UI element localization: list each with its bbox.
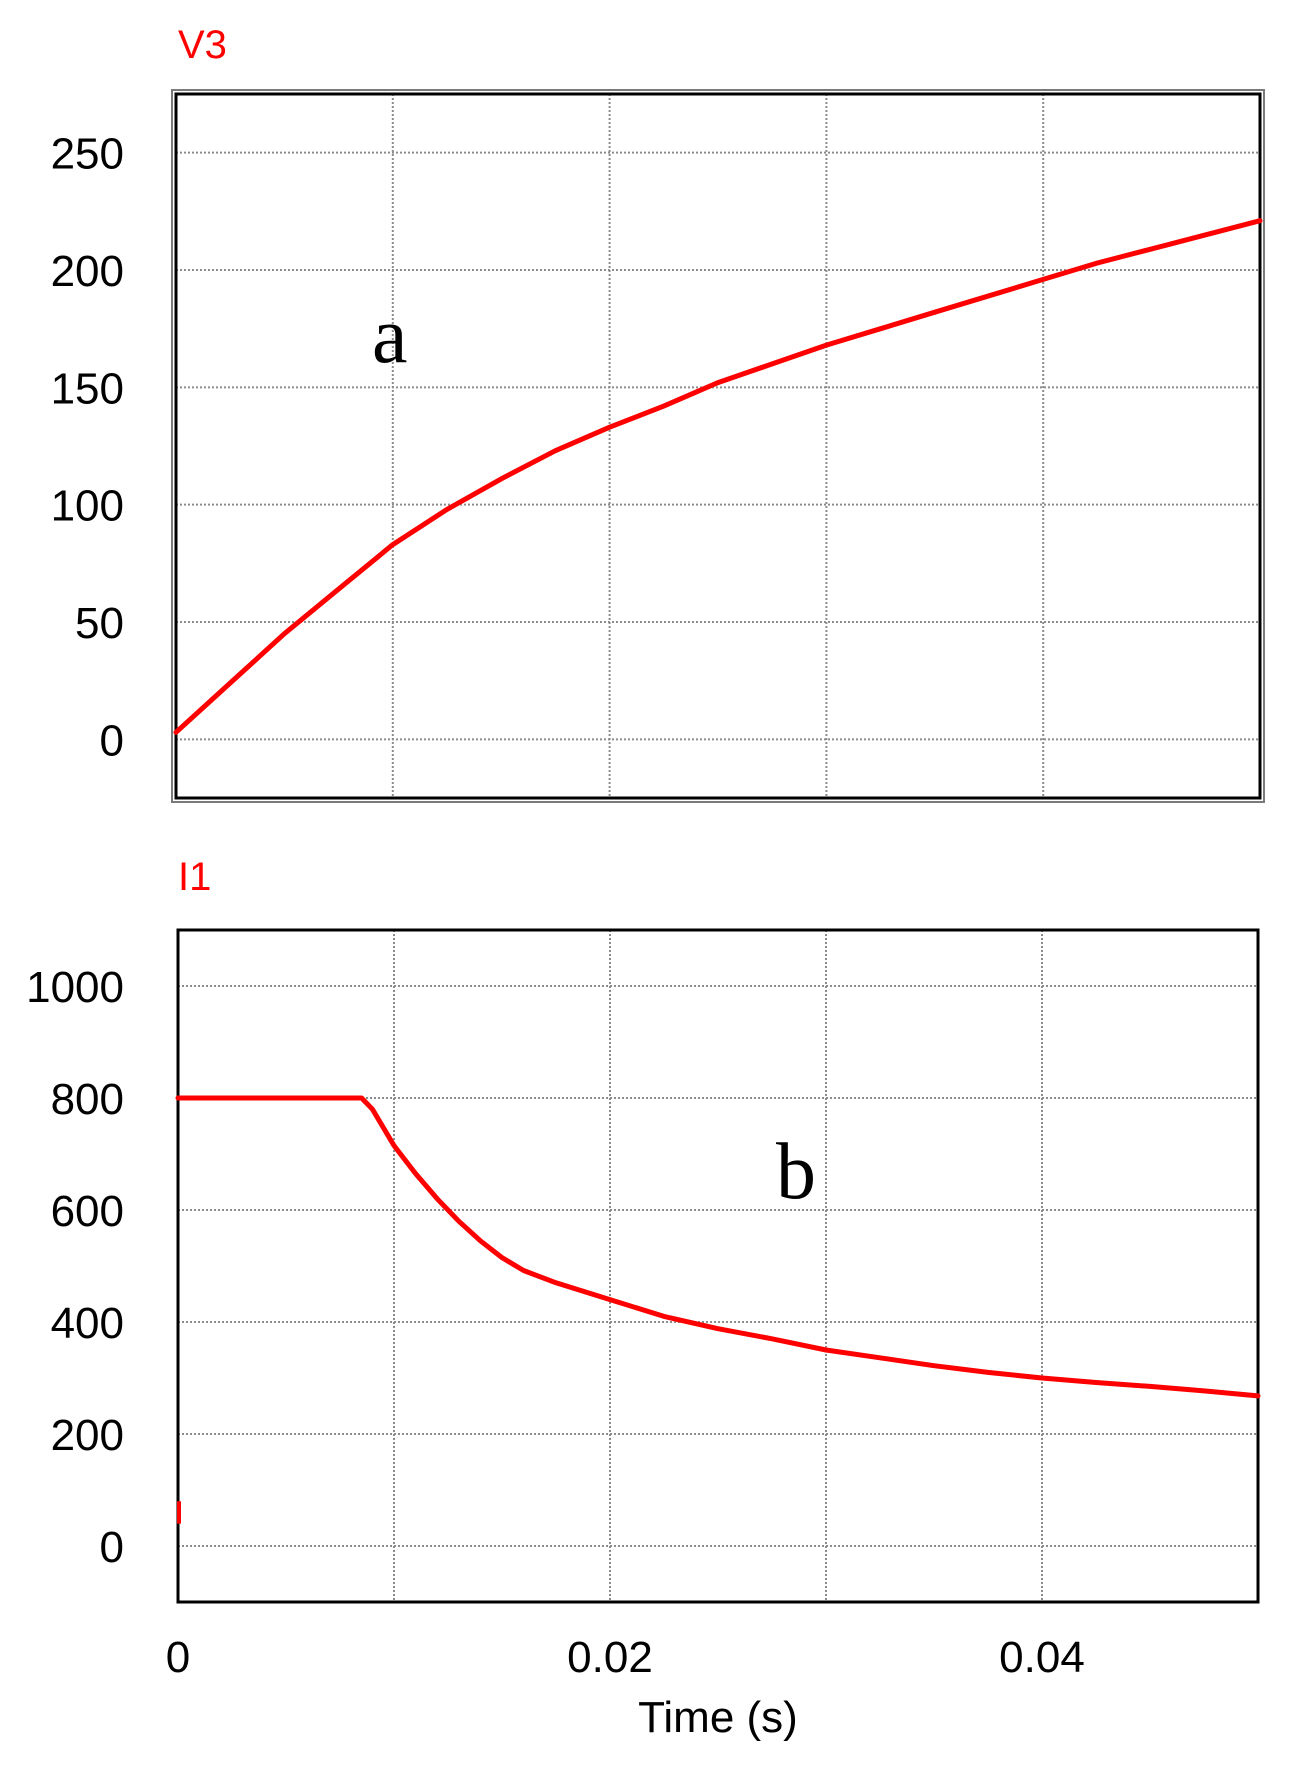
y-tick-label: 200 [51, 1411, 124, 1460]
y-tick-label: 150 [51, 364, 124, 413]
y-ticks-v3: 0 50 100 150 200 250 [51, 130, 124, 766]
trace-i1 [175, 1095, 1261, 1399]
grid-i1 [178, 930, 1258, 1602]
panel-label-b: b [776, 1128, 816, 1216]
y-tick-label: 600 [51, 1187, 124, 1236]
plot-frame-i1 [176, 928, 1260, 1604]
y-ticks-i1: 0 200 400 600 800 1000 [26, 963, 124, 1572]
plot-frame-outer-v3 [171, 89, 1265, 803]
x-tick-label: 0.02 [567, 1633, 653, 1682]
y-tick-label: 0 [100, 716, 124, 765]
y-tick-label: 50 [75, 599, 124, 648]
chart-panel-v3: V3 0 50 100 150 200 250 a [51, 23, 1265, 803]
x-tick-label: 0 [166, 1633, 190, 1682]
panel-label-a: a [372, 292, 408, 380]
y-tick-label: 0 [100, 1523, 124, 1572]
series-label-i1: I1 [178, 855, 211, 899]
y-tick-label: 1000 [26, 963, 124, 1012]
y-tick-label: 100 [51, 482, 124, 531]
grid-v3 [176, 94, 1260, 798]
y-tick-label: 200 [51, 247, 124, 296]
plot-frame-v3 [174, 92, 1262, 800]
y-tick-label: 250 [51, 130, 124, 179]
chart-panel-i1: I1 0 200 400 600 800 1000 b [26, 855, 1261, 1604]
x-axis-title: Time (s) [638, 1693, 798, 1742]
y-tick-label: 400 [51, 1299, 124, 1348]
x-ticks: 0 0.02 0.04 [166, 1633, 1085, 1682]
series-label-v3: V3 [178, 23, 227, 67]
y-tick-label: 800 [51, 1075, 124, 1124]
x-tick-label: 0.04 [999, 1633, 1085, 1682]
trace-v3 [173, 218, 1263, 735]
